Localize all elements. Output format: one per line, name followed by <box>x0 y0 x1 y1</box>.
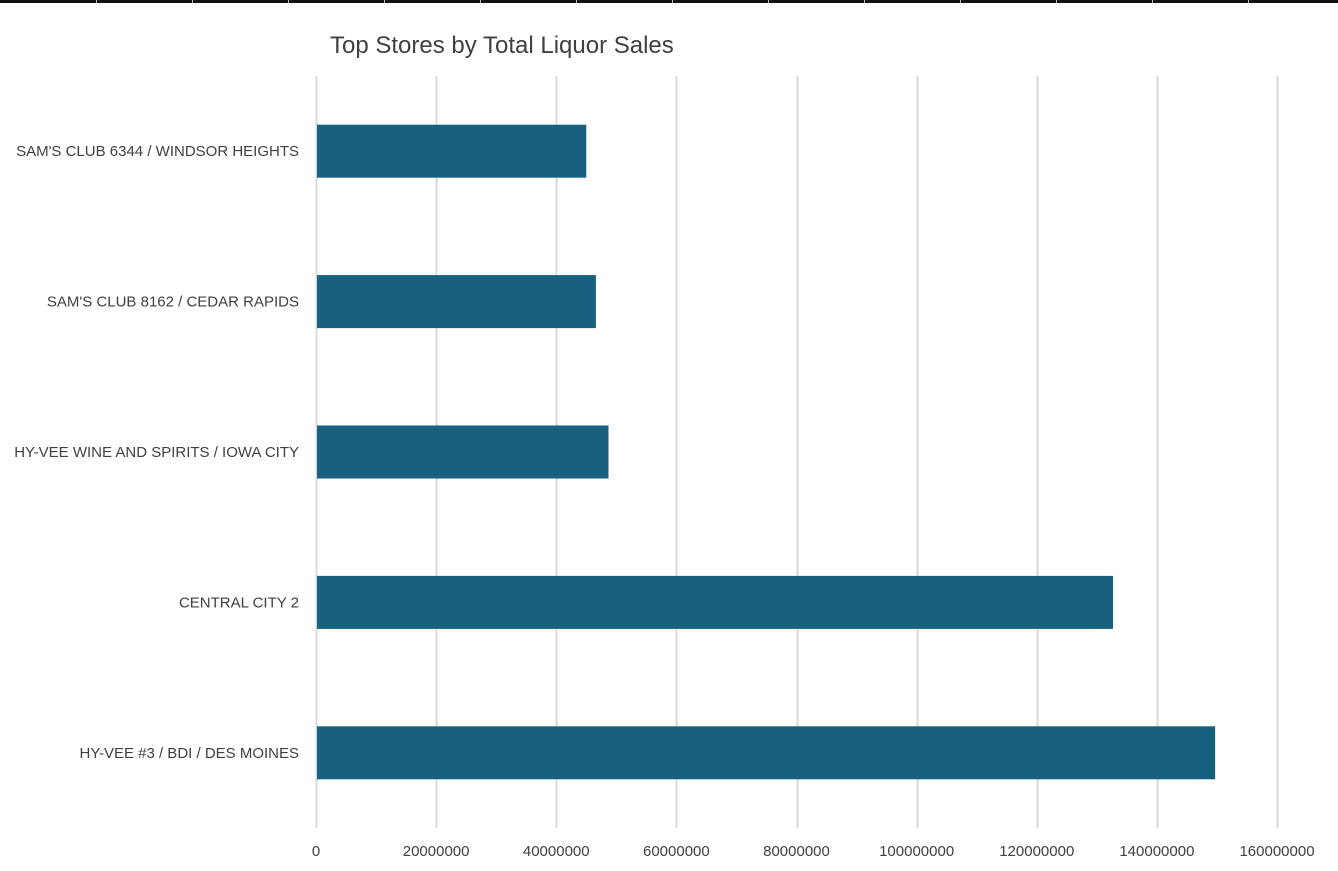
x-tick-label: 160000000 <box>1239 843 1314 860</box>
x-tick-labels: 0 20000000 40000000 60000000 80000000 1000000… <box>312 843 1315 860</box>
x-tick-label: 140000000 <box>1119 843 1194 860</box>
x-tick-label: 60000000 <box>643 843 710 860</box>
x-tick-label: 100000000 <box>879 843 954 860</box>
x-tick-label: 120000000 <box>999 843 1074 860</box>
x-tick-label: 80000000 <box>763 843 830 860</box>
bar <box>317 275 596 328</box>
category-labels: SAM'S CLUB 6344 / WINDSOR HEIGHTS SAM'S C… <box>14 143 299 762</box>
bar <box>317 426 609 479</box>
category-label: SAM'S CLUB 6344 / WINDSOR HEIGHTS <box>16 143 299 160</box>
category-label: CENTRAL CITY 2 <box>179 594 299 611</box>
x-tick-label: 40000000 <box>523 843 590 860</box>
category-label: HY-VEE #3 / BDI / DES MOINES <box>79 745 299 762</box>
x-tick-label: 0 <box>312 843 320 860</box>
category-label: HY-VEE WINE AND SPIRITS / IOWA CITY <box>14 444 299 461</box>
x-tick-label: 20000000 <box>403 843 470 860</box>
bar <box>317 726 1215 779</box>
category-label: SAM'S CLUB 8162 / CEDAR RAPIDS <box>47 294 299 311</box>
bars <box>317 125 1215 780</box>
bar <box>317 125 586 178</box>
bar <box>317 576 1113 629</box>
